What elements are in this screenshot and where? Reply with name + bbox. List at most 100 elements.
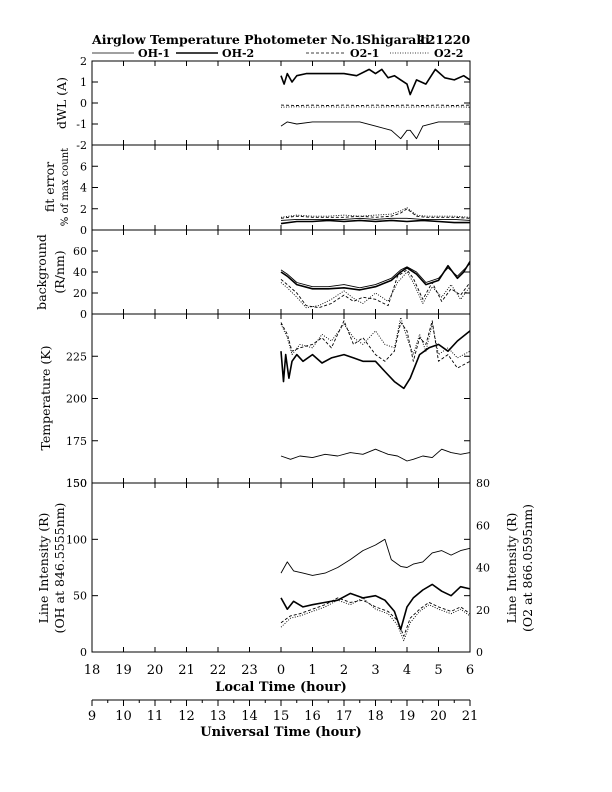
local-time-tick-label: 1 — [308, 663, 316, 678]
ut-tick-label: 14 — [241, 709, 258, 724]
ytick-label-right-int: 20 — [476, 604, 490, 617]
ylabel-dwl: dWL (A) — [54, 77, 69, 129]
ytick-label-temp: 225 — [66, 350, 87, 363]
legend-label-o22: O2-2 — [434, 47, 463, 60]
ytick-label-int: 0 — [80, 646, 87, 659]
ut-tick-label: 15 — [273, 709, 290, 724]
ytick-label-int: 150 — [66, 477, 87, 490]
panel-dwl: 2 1 0 -1 -2 — [76, 55, 471, 152]
series-line-bg-0 — [280, 261, 471, 291]
ytick-label-right-int: 0 — [476, 646, 483, 659]
ytick-label-right-int: 80 — [476, 477, 490, 490]
x-axes: Local Time (hour) Universal Time (hour) … — [84, 663, 479, 740]
ylabel-fit-error: fit error — [42, 162, 57, 212]
ytick-label-dwl: -2 — [76, 139, 87, 152]
series-line-int-0 — [280, 538, 471, 576]
chart-title: Airglow Temperature Photometer No.1 — [91, 32, 364, 47]
legend: OH-1 OH-2 O2-1 O2-2 — [92, 47, 463, 60]
ytick-label-fit: 6 — [80, 160, 87, 173]
ut-tick-label: 21 — [462, 709, 479, 724]
ytick-label-right-int: 40 — [476, 562, 490, 575]
series-line-dwl-1 — [280, 121, 470, 140]
ylabel-temperature: Temperature (K) — [38, 346, 53, 451]
figure-title: Airglow Temperature Photometer No.1 Shig… — [91, 32, 470, 47]
panel-int: 150 100 50 0 80 60 40 20 0 — [66, 477, 490, 659]
xlabel-local-time: Local Time (hour) — [215, 680, 347, 695]
series-line-temp-0 — [280, 330, 471, 390]
ut-tick-label: 10 — [115, 709, 132, 724]
series-line-int-2 — [280, 597, 471, 637]
xlabel-universal-time: Universal Time (hour) — [200, 725, 362, 740]
ytick-label-int: 50 — [73, 590, 87, 603]
series-line-temp-2 — [280, 320, 471, 369]
ylabel-line-intensity-oh: Line Intensity (R) — [36, 513, 51, 624]
ut-tick-label: 9 — [88, 709, 96, 724]
series-line-bg-1 — [280, 263, 471, 289]
ut-tick-label: 19 — [399, 709, 416, 724]
ytick-label-temp: 175 — [66, 435, 87, 448]
plot-panels: 210-1-2642060402002252001751501501005008… — [66, 55, 490, 659]
local-time-tick-label: 18 — [84, 663, 101, 678]
series-line-temp-3 — [280, 316, 471, 359]
ut-tick-label: 13 — [210, 709, 227, 724]
ut-tick-label: 18 — [367, 709, 384, 724]
ytick-label-dwl: 2 — [80, 55, 87, 68]
ytick-label-fit: 4 — [80, 182, 87, 195]
legend-label-oh2: OH-2 — [222, 47, 254, 60]
ut-tick-label: 11 — [147, 709, 164, 724]
local-time-tick-label: 21 — [178, 663, 195, 678]
series-line-bg-3 — [280, 271, 471, 309]
local-time-tick-label: 3 — [371, 663, 379, 678]
panel-temp: 225 200 175 150 — [66, 313, 471, 490]
ylabel-line-intensity-oh-wavelength: (OH at 846.5555nm) — [52, 503, 67, 634]
right-y-axis-titles: Line Intensity (R) (O2 at 866.0595nm) — [504, 504, 535, 632]
ytick-label-dwl: 0 — [80, 97, 87, 110]
ylabel-background-unit: (R/nm) — [52, 250, 67, 293]
series-line-fit-3 — [280, 207, 471, 218]
local-time-tick-label: 2 — [340, 663, 348, 678]
local-time-tick-label: 5 — [434, 663, 442, 678]
ytick-label-int: 100 — [66, 533, 87, 546]
ytick-label-bg: 20 — [73, 287, 87, 300]
ylabel-background: background — [34, 234, 49, 310]
ytick-label-dwl: 1 — [80, 76, 87, 89]
ytick-label-fit: 2 — [80, 203, 87, 216]
ut-tick-label: 20 — [430, 709, 447, 724]
local-time-tick-label: 0 — [277, 663, 285, 678]
panel-frame-dwl — [91, 60, 471, 146]
series-line-fit-2 — [280, 208, 471, 219]
panel-frame-temp — [91, 313, 471, 484]
local-time-tick-label: 4 — [403, 663, 411, 678]
left-y-axis-titles: dWL (A) fit error % of max count backgro… — [34, 77, 71, 633]
ytick-label-right-int: 60 — [476, 519, 490, 532]
series-line-temp-1 — [280, 448, 471, 462]
ytick-label-bg: 60 — [73, 245, 87, 258]
date-code: 121220 — [418, 32, 470, 47]
local-time-tick-label: 22 — [210, 663, 227, 678]
ytick-label-dwl: -1 — [76, 118, 87, 131]
local-time-tick-label: 23 — [241, 663, 258, 678]
series-line-fit-1 — [280, 217, 471, 221]
ylabel-fit-error-unit: % of max count — [60, 148, 71, 226]
ut-tick-label: 12 — [178, 709, 195, 724]
series-line-dwl-0 — [280, 68, 471, 96]
panel-fit: 6 4 2 0 — [80, 144, 471, 237]
ut-tick-label: 16 — [304, 709, 321, 724]
ytick-label-temp: 200 — [66, 393, 87, 406]
legend-label-o21: O2-1 — [350, 47, 379, 60]
ylabel-right-line-intensity-o2: Line Intensity (R) — [504, 513, 519, 624]
ytick-label-fit: 0 — [80, 224, 87, 237]
series-line-fit-0 — [280, 219, 470, 225]
series-line-int-1 — [280, 583, 471, 631]
series-line-int-3 — [280, 597, 471, 642]
ytick-label-bg: 40 — [73, 266, 87, 279]
local-time-tick-label: 20 — [147, 663, 164, 678]
ytick-label-bg: 0 — [80, 308, 87, 321]
ylabel-right-line-intensity-o2-wavelength: (O2 at 866.0595nm) — [520, 504, 535, 632]
panel-bg: 60 40 20 0 — [73, 229, 471, 321]
ut-tick-label: 17 — [336, 709, 353, 724]
ytick-label-temp: 150 — [66, 477, 87, 490]
local-time-tick-label: 19 — [115, 663, 132, 678]
station-name: Shigaraki — [362, 32, 430, 47]
